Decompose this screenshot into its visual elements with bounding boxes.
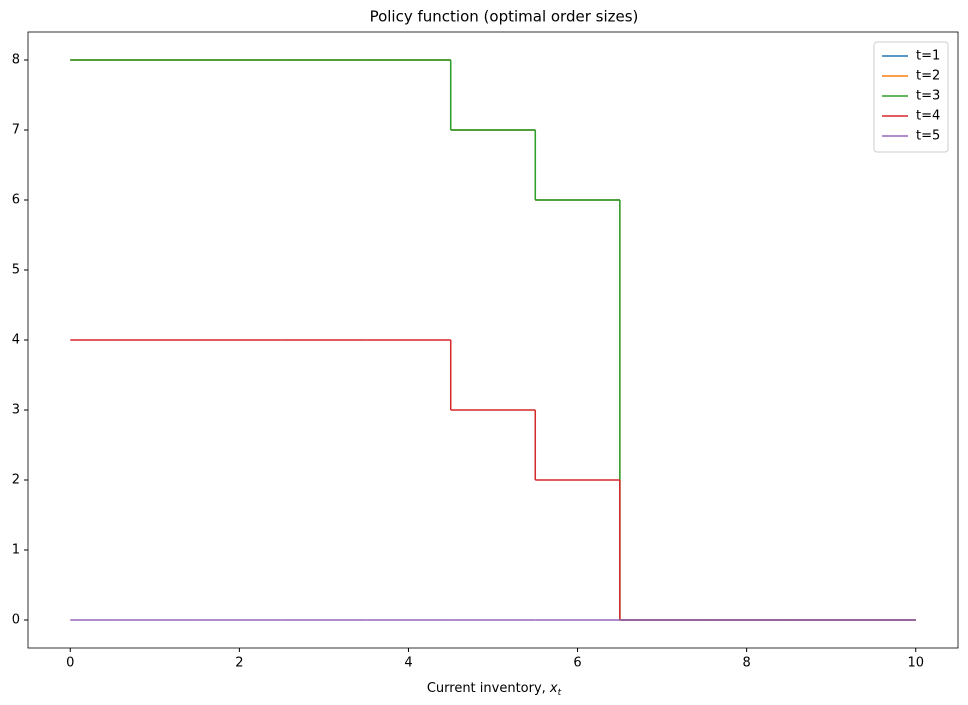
x-tick-label: 0 — [66, 656, 74, 671]
x-tick-label: 2 — [235, 656, 243, 671]
legend-box — [873, 41, 949, 153]
x-label-sub: t — [558, 688, 562, 698]
x-tick-label: 4 — [404, 656, 412, 671]
legend-label: t=2 — [916, 69, 940, 84]
legend-label: t=1 — [916, 49, 940, 64]
y-tick-label: 6 — [12, 193, 20, 208]
y-tick-label: 0 — [12, 613, 20, 628]
series-line — [70, 339, 916, 621]
y-tick-label: 4 — [12, 333, 20, 348]
y-tick-label: 5 — [12, 263, 20, 278]
y-tick-label: 1 — [12, 543, 20, 558]
legend-label: t=4 — [916, 109, 940, 124]
x-tick-label: 6 — [573, 656, 581, 671]
y-tick-label: 8 — [12, 53, 20, 68]
y-tick-label: 2 — [12, 473, 20, 488]
y-tick-label: 7 — [12, 123, 20, 138]
y-tick-label: 3 — [12, 403, 20, 418]
legend-label: t=5 — [916, 129, 940, 144]
chart-title: Policy function (optimal order sizes) — [370, 8, 639, 26]
x-tick-label: 10 — [907, 656, 924, 671]
x-axis-label: Current inventory, xt — [427, 681, 562, 698]
x-label-var: x — [549, 681, 558, 696]
x-label-text: Current inventory, — [427, 681, 550, 696]
legend-label: t=3 — [916, 89, 940, 104]
legend: t=1 t=2 t=3 t=4 t=5 — [873, 41, 949, 153]
x-tick-label: 8 — [742, 656, 750, 671]
